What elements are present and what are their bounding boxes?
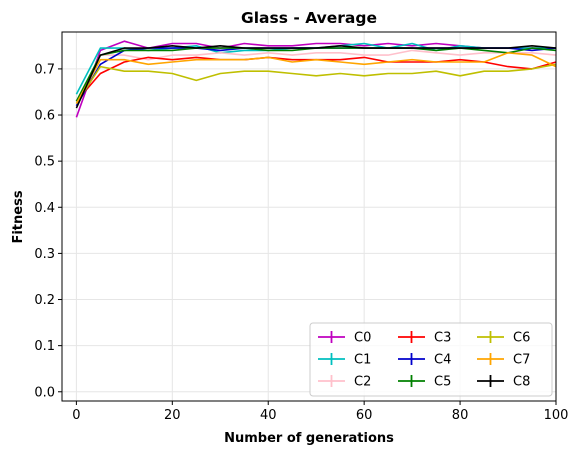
legend-label: C4: [434, 353, 451, 368]
y-tick-label: 0.4: [34, 201, 55, 216]
y-tick-label: 0.7: [34, 62, 55, 77]
legend-items: C0 C1 C2 C3 C4 C5 C6 C7 C8: [318, 331, 530, 390]
legend-label: C2: [354, 375, 371, 390]
legend-label: C3: [434, 331, 451, 346]
plot-frame: [61, 31, 557, 402]
series-line-c7: [75, 51, 557, 104]
y-tick-label: 0.6: [34, 109, 55, 124]
chart-title: Glass - Average: [241, 9, 377, 27]
legend-item-c1: C1: [318, 353, 371, 368]
series-line-c6: [75, 63, 557, 104]
legend-item-c8: C8: [477, 375, 530, 390]
x-axis-title: Number of generations: [224, 431, 394, 446]
x-tick-label: 80: [452, 408, 469, 423]
series-line-c8: [75, 44, 557, 109]
x-tick-label: 0: [72, 408, 80, 423]
legend-label: C1: [354, 353, 371, 368]
x-tick-label: 100: [544, 408, 569, 423]
x-tick-label: 60: [356, 408, 373, 423]
y-tick-label: 0.5: [34, 155, 55, 170]
legend-label: C8: [513, 375, 530, 390]
x-tick-label: 20: [164, 408, 181, 423]
y-tick-label: 0.0: [34, 385, 55, 400]
legend-item-c5: C5: [398, 375, 451, 390]
legend-label: C6: [513, 331, 530, 346]
legend-item-c6: C6: [477, 331, 530, 346]
legend-item-c3: C3: [398, 331, 451, 346]
legend-box: [309, 322, 553, 397]
series-lines: [75, 40, 557, 118]
legend-item-c2: C2: [318, 375, 371, 390]
legend-label: C5: [434, 375, 451, 390]
legend-item-c0: C0: [318, 331, 371, 346]
y-tick-label: 0.3: [34, 247, 55, 262]
legend-label: C7: [513, 353, 530, 368]
legend: C0 C1 C2 C3 C4 C5 C6 C7 C8: [309, 322, 553, 397]
series-line-c5: [75, 47, 557, 102]
legend-item-c4: C4: [398, 353, 451, 368]
legend-label: C0: [354, 331, 371, 346]
x-tick-label: 40: [260, 408, 277, 423]
legend-item-c7: C7: [477, 353, 530, 368]
y-tick-label: 0.2: [34, 293, 55, 308]
y-axis-title: Fitness: [11, 190, 26, 243]
y-tick-label: 0.1: [34, 339, 55, 354]
axis-ticks: 0 20 40 60 80 100 0.0 0.1 0.2 0.3 0.4 0.5 0.6 0.7: [34, 62, 568, 423]
